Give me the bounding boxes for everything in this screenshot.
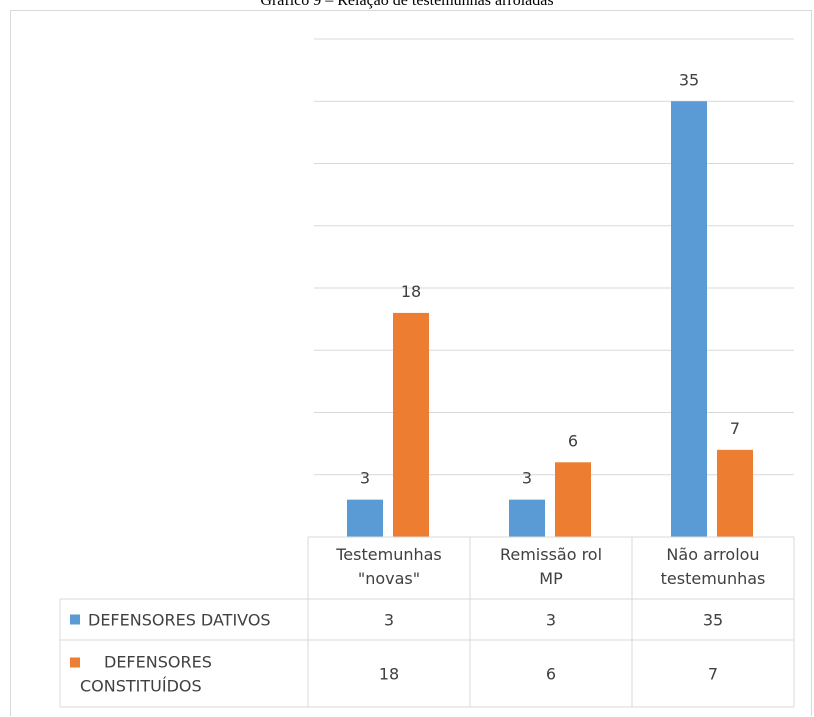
data-label: 3 xyxy=(360,469,370,488)
data-label: 35 xyxy=(679,70,699,89)
category-label: Remissão rol MP xyxy=(500,545,602,588)
data-label: 3 xyxy=(522,469,532,488)
bar xyxy=(717,449,753,537)
table-value: 7 xyxy=(708,665,718,684)
category-label: Testemunhas "novas" xyxy=(335,545,442,588)
legend-swatch xyxy=(70,614,80,625)
table-value: 3 xyxy=(384,611,394,630)
bar xyxy=(393,312,429,537)
chart-title: Gráfico 9 – Relação de testemunhas arrol… xyxy=(260,0,554,9)
bar xyxy=(555,462,591,537)
table-value: 3 xyxy=(546,611,556,630)
bar xyxy=(509,499,545,537)
category-label: Não arrolou testemunhas xyxy=(661,545,766,588)
legend-label: DEFENSORES CONSTITUÍDOS xyxy=(80,653,212,696)
table-value: 6 xyxy=(546,665,556,684)
data-label: 7 xyxy=(730,419,740,438)
legend-swatch xyxy=(70,657,80,668)
table-value: 18 xyxy=(379,665,399,684)
legend-label: DEFENSORES DATIVOS xyxy=(88,611,271,630)
table-value: 35 xyxy=(703,611,723,630)
bar xyxy=(347,499,383,537)
chart-frame xyxy=(10,10,812,716)
bar xyxy=(671,101,707,537)
data-label: 6 xyxy=(568,431,578,450)
data-label: 18 xyxy=(401,282,421,301)
